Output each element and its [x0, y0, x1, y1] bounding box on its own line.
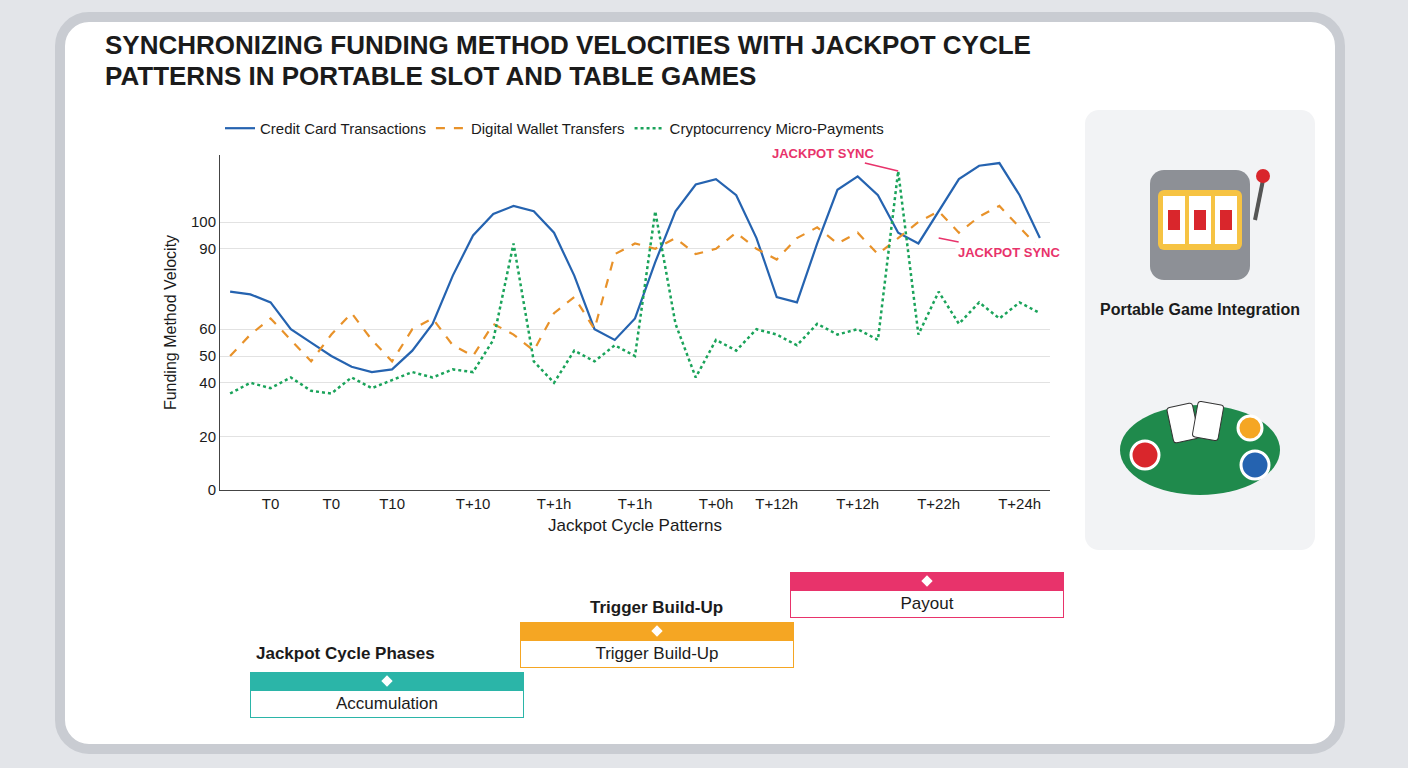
svg-text:90: 90 — [199, 240, 216, 257]
html-text:SYNCHRONIZING FUNDING METHOD V: SYNCHRONIZING FUNDING METHOD VELOCITIES … — [105, 30, 1031, 91]
svg-text:40: 40 — [199, 374, 216, 391]
svg-text:T+12h: T+12h — [836, 495, 879, 512]
html-text:Jackpot Cycle Phases: Jackpot Cycle Phases — [256, 644, 435, 663]
svg-text:100: 100 — [191, 213, 216, 230]
svg-text:JACKPOT SYNC: JACKPOT SYNC — [772, 146, 874, 161]
html-text:Portable Game Integration: Portable Game Integration — [1100, 301, 1300, 318]
html-text:Payout: Payout — [900, 594, 954, 613]
svg-text:Digital Wallet Transfers: Digital Wallet Transfers — [471, 120, 625, 137]
svg-text:T+1h: T+1h — [537, 495, 572, 512]
svg-text:T+10: T+10 — [456, 495, 491, 512]
html-text:Accumulation: Accumulation — [336, 694, 438, 713]
svg-text:T+12h: T+12h — [755, 495, 798, 512]
svg-text:60: 60 — [199, 320, 216, 337]
svg-text:T+1h: T+1h — [618, 495, 653, 512]
html-text:Trigger Build-Up: Trigger Build-Up — [590, 598, 724, 617]
svg-text:50: 50 — [199, 347, 216, 364]
svg-text:T0: T0 — [262, 495, 280, 512]
svg-text:T+0h: T+0h — [699, 495, 734, 512]
svg-text:T0: T0 — [323, 495, 341, 512]
svg-text:Credit Card Transactions: Credit Card Transactions — [260, 120, 426, 137]
svg-text:20: 20 — [199, 428, 216, 445]
svg-text:T10: T10 — [379, 495, 405, 512]
svg-text:T+24h: T+24h — [998, 495, 1041, 512]
svg-text:Jackpot Cycle Patterns: Jackpot Cycle Patterns — [548, 516, 722, 535]
svg-text:Cryptocurrency Micro-Payments: Cryptocurrency Micro-Payments — [670, 120, 884, 137]
svg-text:Funding Method Velocity: Funding Method Velocity — [162, 235, 179, 410]
svg-text:JACKPOT SYNC: JACKPOT SYNC — [958, 245, 1060, 260]
html-text:Trigger Build-Up: Trigger Build-Up — [595, 644, 719, 663]
svg-text:T+22h: T+22h — [917, 495, 960, 512]
svg-text:0: 0 — [208, 481, 216, 498]
